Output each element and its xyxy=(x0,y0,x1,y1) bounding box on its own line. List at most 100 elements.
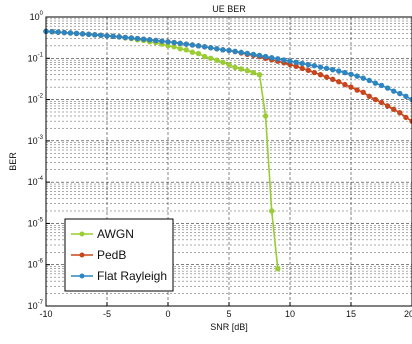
data-point xyxy=(226,47,232,54)
data-point xyxy=(86,31,92,38)
x-tick-label: -5 xyxy=(103,309,111,319)
y-axis-label: BER xyxy=(8,152,18,171)
data-point xyxy=(110,33,116,40)
data-point xyxy=(372,96,379,103)
data-point xyxy=(226,61,232,68)
data-point xyxy=(323,74,330,80)
x-tick-label: -10 xyxy=(39,309,52,319)
legend-label: AWGN xyxy=(97,227,134,241)
chart-title: UE BER xyxy=(212,4,246,14)
data-point xyxy=(201,53,208,60)
y-tick-label: 10-1 xyxy=(28,52,44,63)
axis-ticks: -10 -5 0 5 10 15 20 10-7 10-6 10-5 10-4 10-3 10-2 10-… xyxy=(28,11,412,319)
x-tick-label: 0 xyxy=(165,309,170,319)
data-point xyxy=(220,59,226,65)
series-flat-rayleigh xyxy=(43,28,412,103)
data-point xyxy=(403,93,409,100)
data-point xyxy=(189,42,196,48)
data-point xyxy=(360,75,366,81)
x-tick-label: 20 xyxy=(404,309,412,319)
data-point xyxy=(330,66,336,73)
data-point xyxy=(61,29,68,36)
series-layer xyxy=(43,28,412,272)
data-point xyxy=(311,69,318,76)
data-point xyxy=(378,82,385,89)
data-point xyxy=(262,53,269,60)
data-point xyxy=(317,64,324,70)
data-point xyxy=(214,46,220,52)
y-tick-label: 100 xyxy=(30,11,44,22)
legend-marker xyxy=(79,273,85,279)
data-point xyxy=(104,33,110,39)
data-point xyxy=(366,93,372,100)
data-point xyxy=(116,34,122,40)
data-point xyxy=(299,60,305,67)
data-point xyxy=(238,49,244,56)
data-point xyxy=(305,67,311,74)
y-tick-label: 10-6 xyxy=(28,259,44,270)
data-point xyxy=(238,66,244,72)
x-axis-label: SNR [dB] xyxy=(210,322,248,332)
data-point xyxy=(250,51,257,58)
data-point xyxy=(366,77,372,84)
data-point xyxy=(348,71,354,77)
data-point xyxy=(73,30,80,37)
data-point xyxy=(403,114,409,121)
data-point xyxy=(183,47,190,53)
data-point xyxy=(397,90,403,97)
data-point xyxy=(336,79,342,85)
data-point xyxy=(165,39,171,45)
data-point xyxy=(360,89,366,96)
data-point xyxy=(299,65,305,72)
data-point xyxy=(122,34,129,41)
y-tick-label: 10-5 xyxy=(28,217,44,228)
legend-label: Flat Rayleigh xyxy=(97,269,167,283)
data-point xyxy=(189,49,196,55)
x-tick-label: 5 xyxy=(226,309,231,319)
data-point xyxy=(214,57,220,63)
data-point xyxy=(384,85,391,91)
legend-item: Flat Rayleigh xyxy=(71,269,167,283)
legend-item: PedB xyxy=(71,248,126,262)
data-point xyxy=(98,32,104,39)
data-point xyxy=(49,29,55,35)
data-point xyxy=(244,68,251,74)
data-point xyxy=(208,55,214,61)
data-point xyxy=(92,32,98,38)
data-point xyxy=(171,39,177,46)
data-point xyxy=(354,87,360,93)
data-point xyxy=(311,63,318,69)
data-point xyxy=(372,80,379,86)
data-point xyxy=(397,110,403,116)
data-point xyxy=(79,31,86,37)
y-tick-label: 10-3 xyxy=(28,135,44,146)
y-tick-label: 10-2 xyxy=(28,94,44,105)
data-point xyxy=(55,29,61,35)
data-point xyxy=(305,61,311,68)
data-point xyxy=(262,113,269,119)
data-point xyxy=(128,35,135,41)
y-tick-label: 10-4 xyxy=(28,176,44,187)
data-point xyxy=(336,68,342,74)
legend-label: PedB xyxy=(97,248,126,262)
data-point xyxy=(208,45,214,51)
data-point xyxy=(177,46,183,52)
data-point xyxy=(391,88,397,94)
legend: AWGN PedB Flat Rayleigh xyxy=(64,218,174,292)
data-point xyxy=(342,81,348,88)
data-point xyxy=(348,84,354,90)
data-point xyxy=(378,99,385,106)
x-tick-label: 10 xyxy=(285,309,295,319)
data-point xyxy=(195,50,202,57)
data-point xyxy=(244,50,251,57)
data-point xyxy=(147,37,153,43)
data-point xyxy=(342,69,348,76)
data-point xyxy=(134,35,141,42)
data-point xyxy=(67,30,74,36)
data-point xyxy=(159,38,165,44)
data-point xyxy=(269,208,275,214)
data-point xyxy=(232,48,238,55)
data-point xyxy=(256,52,263,59)
data-point xyxy=(323,65,330,72)
